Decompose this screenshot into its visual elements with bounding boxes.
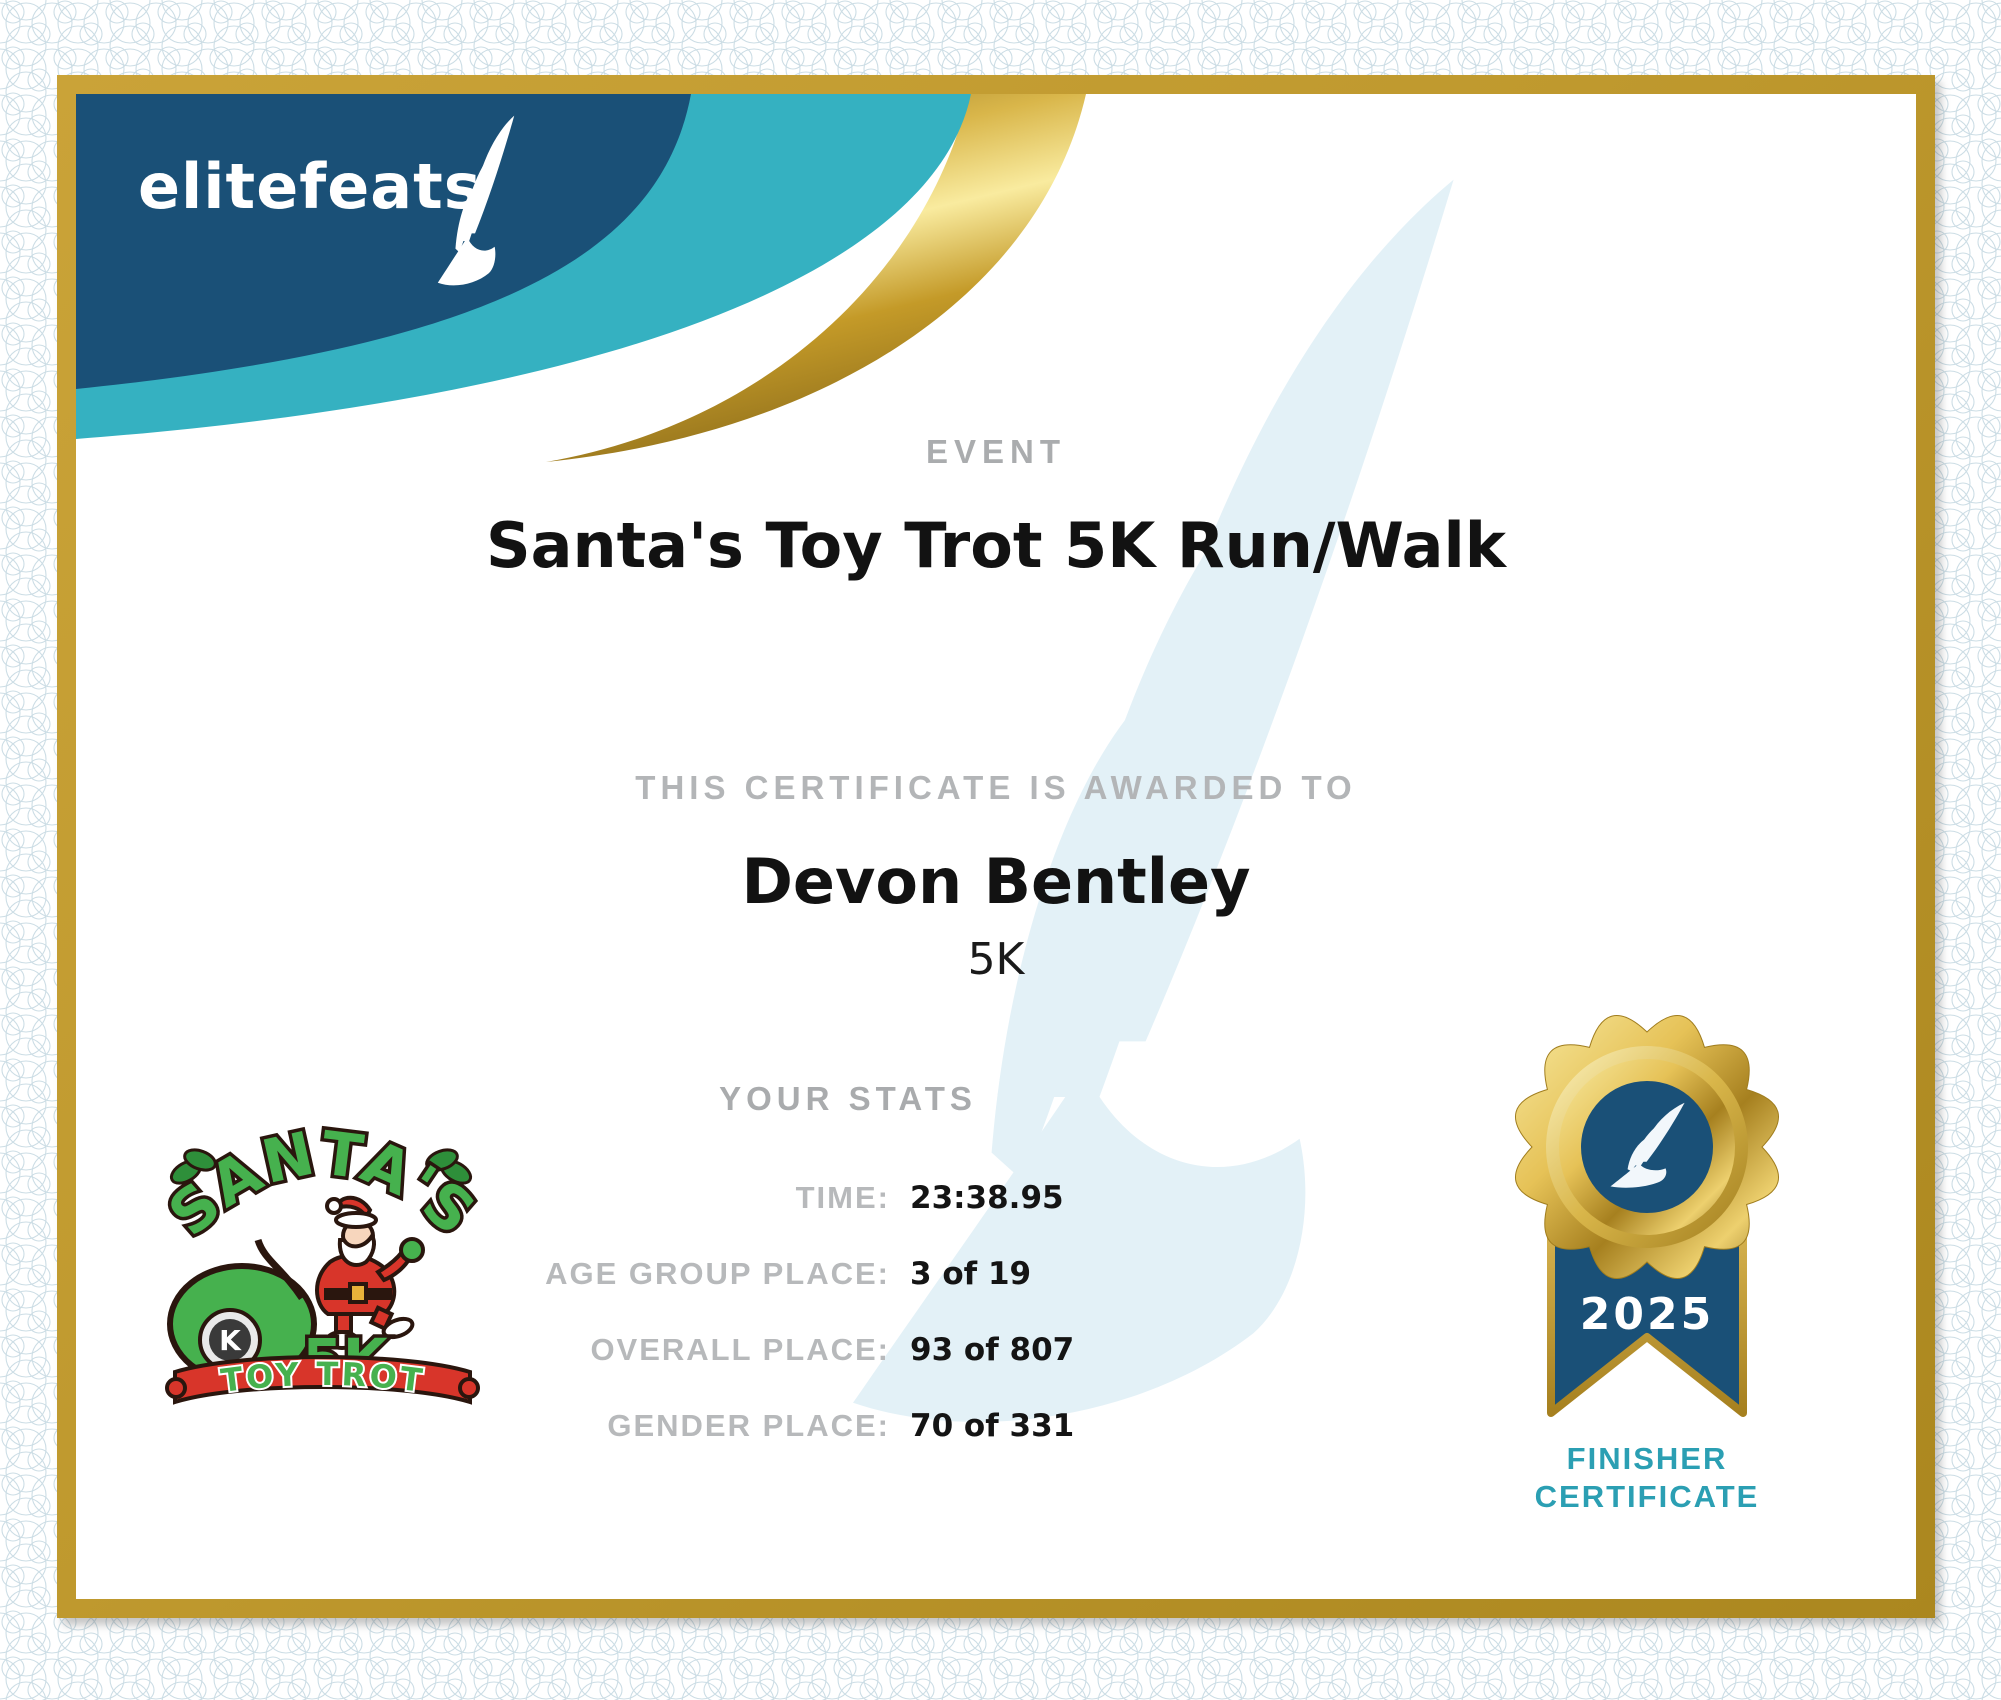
stat-label-gender: GENDER PLACE: — [607, 1408, 890, 1443]
emblem-letter: K — [219, 1324, 242, 1357]
finisher-line1: FINISHER — [1566, 1441, 1728, 1476]
logo-arc-title: SANTA'S — [160, 1118, 485, 1250]
stats-table: TIME: 23:38.95 AGE GROUP PLACE: 3 of 19 … — [330, 1160, 1340, 1464]
stat-value-overall: 93 of 807 — [910, 1332, 1075, 1368]
division-label: 5K — [967, 934, 1025, 985]
awarded-to-label: THIS CERTIFICATE IS AWARDED TO — [635, 769, 1357, 806]
stat-value-gender: 70 of 331 — [910, 1408, 1075, 1444]
finisher-certificate-label: FINISHER CERTIFICATE — [1447, 1440, 1847, 1516]
certificate-body: elitefeats EVENT Santa's Toy Trot 5K Run… — [76, 94, 1916, 1599]
header-swoosh — [76, 94, 1086, 462]
banner-text: TOY TROT — [219, 1355, 427, 1400]
stat-value-age-group: 3 of 19 — [910, 1256, 1032, 1292]
your-stats-heading: YOUR STATS — [719, 1080, 977, 1117]
stat-label-overall: OVERALL PLACE: — [590, 1332, 890, 1367]
gold-swoosh — [546, 94, 1086, 462]
stat-value-time: 23:38.95 — [910, 1180, 1064, 1216]
event-logo-santas-toy-trot: SANTA'S K — [160, 1115, 485, 1405]
event-label: EVENT — [925, 433, 1067, 470]
finisher-line2: CERTIFICATE — [1534, 1479, 1760, 1514]
banner-ribbon — [165, 1355, 480, 1405]
event-title: Santa's Toy Trot 5K Run/Walk — [485, 509, 1507, 582]
awardee-name: Devon Bentley — [741, 845, 1251, 918]
navy-swoosh — [76, 94, 691, 389]
winged-foot-watermark — [853, 179, 1454, 1422]
holly-leaves — [169, 1148, 473, 1185]
medal-year: 2025 — [1580, 1289, 1714, 1340]
medal-winged-foot-icon — [1610, 1102, 1685, 1188]
stat-label-time: TIME: — [795, 1180, 890, 1215]
brand-logo-text: elitefeats — [138, 150, 482, 223]
logo-winged-foot-icon — [437, 115, 515, 286]
stat-label-age-group: AGE GROUP PLACE: — [545, 1256, 890, 1291]
finisher-medal: 2025 — [1515, 1015, 1779, 1417]
santa-figure — [315, 1195, 425, 1350]
